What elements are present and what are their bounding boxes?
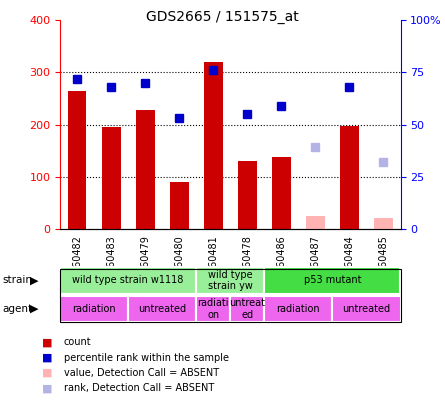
- Text: strain: strain: [2, 275, 32, 286]
- Bar: [374, 218, 393, 229]
- Text: rank, Detection Call = ABSENT: rank, Detection Call = ABSENT: [64, 384, 214, 393]
- Text: wild type strain w1118: wild type strain w1118: [73, 275, 184, 286]
- Text: radiati
on: radiati on: [198, 298, 229, 320]
- Text: percentile rank within the sample: percentile rank within the sample: [64, 353, 229, 362]
- Bar: [170, 182, 189, 229]
- Text: value, Detection Call = ABSENT: value, Detection Call = ABSENT: [64, 368, 219, 378]
- Bar: [102, 127, 121, 229]
- Text: count: count: [64, 337, 91, 347]
- Text: ■: ■: [42, 353, 53, 362]
- Text: GDS2665 / 151575_at: GDS2665 / 151575_at: [146, 10, 299, 24]
- Text: ▶: ▶: [30, 304, 39, 314]
- Text: untreat
ed: untreat ed: [229, 298, 265, 320]
- Text: untreated: untreated: [138, 304, 186, 314]
- Bar: [204, 62, 222, 229]
- Bar: [306, 216, 325, 229]
- Text: radiation: radiation: [72, 304, 116, 314]
- Text: wild type
strain yw: wild type strain yw: [208, 270, 253, 291]
- Text: ■: ■: [42, 368, 53, 378]
- Bar: [238, 161, 257, 229]
- Bar: [340, 126, 359, 229]
- Text: ■: ■: [42, 384, 53, 393]
- Bar: [272, 157, 291, 229]
- Text: p53 mutant: p53 mutant: [303, 275, 361, 286]
- Bar: [68, 91, 86, 229]
- Bar: [136, 110, 154, 229]
- Text: radiation: radiation: [276, 304, 320, 314]
- Text: agent: agent: [2, 304, 32, 314]
- Text: ■: ■: [42, 337, 53, 347]
- Text: untreated: untreated: [342, 304, 391, 314]
- Text: ▶: ▶: [30, 275, 39, 286]
